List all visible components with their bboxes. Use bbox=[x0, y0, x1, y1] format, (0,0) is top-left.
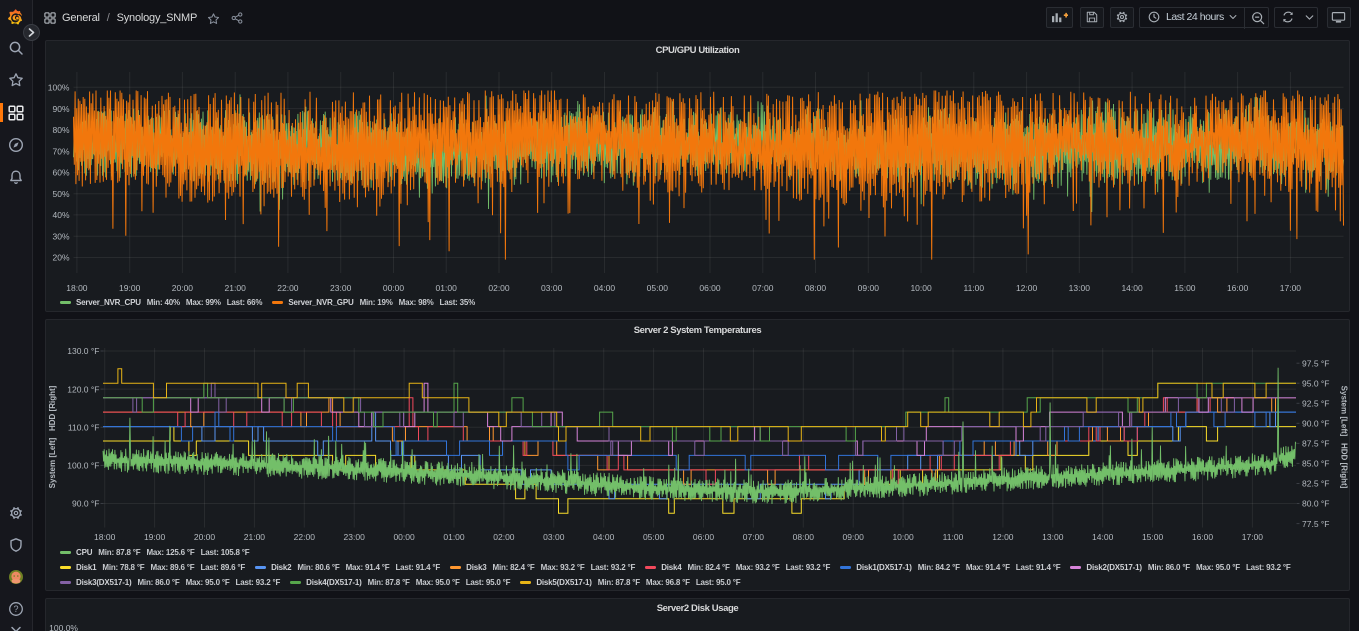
svg-text:22:00: 22:00 bbox=[277, 283, 299, 293]
svg-text:60%: 60% bbox=[52, 168, 69, 178]
svg-text:09:00: 09:00 bbox=[843, 532, 865, 542]
svg-text:05:00: 05:00 bbox=[643, 532, 665, 542]
svg-text:40%: 40% bbox=[52, 210, 69, 220]
svg-text:13:00: 13:00 bbox=[1042, 532, 1064, 542]
svg-text:97.5 °F: 97.5 °F bbox=[1302, 358, 1330, 368]
svg-text:77.5 °F: 77.5 °F bbox=[1302, 519, 1330, 529]
svg-text:90.0 °F: 90.0 °F bbox=[1302, 419, 1330, 429]
svg-text:13:00: 13:00 bbox=[1069, 283, 1091, 293]
svg-text:130.0 °F: 130.0 °F bbox=[67, 346, 99, 356]
svg-text:System [Left] HDD [Right]: System [Left] HDD [Right] bbox=[48, 385, 57, 488]
svg-text:19:00: 19:00 bbox=[144, 532, 166, 542]
svg-text:21:00: 21:00 bbox=[244, 532, 266, 542]
svg-text:23:00: 23:00 bbox=[344, 532, 366, 542]
svg-text:82.5 °F: 82.5 °F bbox=[1302, 479, 1330, 489]
svg-text:03:00: 03:00 bbox=[541, 283, 563, 293]
svg-text:?: ? bbox=[13, 604, 18, 614]
svg-text:90%: 90% bbox=[52, 104, 69, 114]
svg-text:07:00: 07:00 bbox=[743, 532, 765, 542]
svg-text:14:00: 14:00 bbox=[1092, 532, 1114, 542]
svg-text:70%: 70% bbox=[52, 146, 69, 156]
svg-text:16:00: 16:00 bbox=[1192, 532, 1214, 542]
svg-text:01:00: 01:00 bbox=[443, 532, 465, 542]
svg-text:90.0 °F: 90.0 °F bbox=[72, 499, 100, 509]
svg-text:04:00: 04:00 bbox=[594, 283, 616, 293]
svg-text:18:00: 18:00 bbox=[66, 283, 88, 293]
svg-text:17:00: 17:00 bbox=[1242, 532, 1264, 542]
svg-text:14:00: 14:00 bbox=[1121, 283, 1143, 293]
svg-text:19:00: 19:00 bbox=[119, 283, 141, 293]
svg-text:20:00: 20:00 bbox=[172, 283, 194, 293]
svg-text:08:00: 08:00 bbox=[805, 283, 827, 293]
svg-text:23:00: 23:00 bbox=[330, 283, 352, 293]
svg-text:06:00: 06:00 bbox=[699, 283, 721, 293]
svg-text:120.0 °F: 120.0 °F bbox=[67, 384, 99, 394]
svg-text:12:00: 12:00 bbox=[992, 532, 1014, 542]
svg-text:85.0 °F: 85.0 °F bbox=[1302, 459, 1330, 469]
svg-text:95.0 °F: 95.0 °F bbox=[1302, 378, 1330, 388]
svg-text:100.0 °F: 100.0 °F bbox=[67, 461, 99, 471]
svg-text:11:00: 11:00 bbox=[963, 283, 984, 293]
svg-text:17:00: 17:00 bbox=[1280, 283, 1302, 293]
svg-text:80.0 °F: 80.0 °F bbox=[1302, 499, 1330, 509]
svg-text:05:00: 05:00 bbox=[647, 283, 669, 293]
svg-text:02:00: 02:00 bbox=[493, 532, 515, 542]
svg-text:110.0 °F: 110.0 °F bbox=[68, 422, 100, 432]
svg-text:08:00: 08:00 bbox=[793, 532, 815, 542]
svg-text:01:00: 01:00 bbox=[436, 283, 458, 293]
svg-text:02:00: 02:00 bbox=[488, 283, 510, 293]
svg-text:00:00: 00:00 bbox=[383, 283, 405, 293]
svg-text:15:00: 15:00 bbox=[1142, 532, 1164, 542]
svg-text:10:00: 10:00 bbox=[892, 532, 914, 542]
svg-text:07:00: 07:00 bbox=[752, 283, 774, 293]
svg-text:06:00: 06:00 bbox=[693, 532, 715, 542]
svg-text:10:00: 10:00 bbox=[910, 283, 932, 293]
svg-text:18:00: 18:00 bbox=[94, 532, 116, 542]
svg-text:12:00: 12:00 bbox=[1016, 283, 1038, 293]
svg-text:20%: 20% bbox=[52, 253, 69, 263]
svg-text:System [Left] HDD [Right]: System [Left] HDD [Right] bbox=[1340, 386, 1349, 489]
svg-text:30%: 30% bbox=[52, 231, 69, 241]
svg-text:80%: 80% bbox=[52, 125, 69, 135]
svg-text:03:00: 03:00 bbox=[543, 532, 565, 542]
svg-text:20:00: 20:00 bbox=[194, 532, 216, 542]
svg-text:100%: 100% bbox=[48, 83, 70, 93]
svg-text:00:00: 00:00 bbox=[393, 532, 415, 542]
svg-text:100.0%: 100.0% bbox=[49, 623, 78, 631]
svg-text:21:00: 21:00 bbox=[225, 283, 247, 293]
svg-text:04:00: 04:00 bbox=[593, 532, 615, 542]
svg-text:22:00: 22:00 bbox=[294, 532, 316, 542]
svg-text:09:00: 09:00 bbox=[858, 283, 880, 293]
svg-text:50%: 50% bbox=[52, 189, 69, 199]
svg-text:16:00: 16:00 bbox=[1227, 283, 1249, 293]
svg-text:11:00: 11:00 bbox=[943, 532, 964, 542]
svg-text:87.5 °F: 87.5 °F bbox=[1302, 439, 1330, 449]
svg-text:15:00: 15:00 bbox=[1174, 283, 1196, 293]
svg-text:92.5 °F: 92.5 °F bbox=[1302, 399, 1330, 409]
